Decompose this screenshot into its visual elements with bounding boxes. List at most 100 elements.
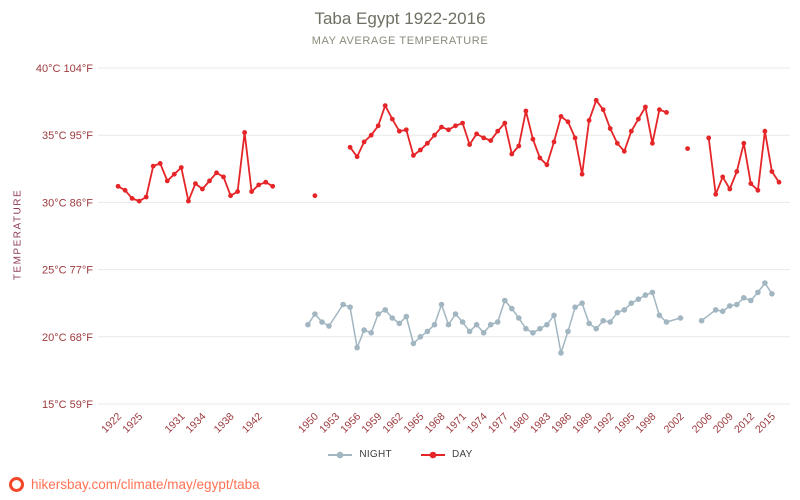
day-data-point [621, 148, 627, 154]
day-data-point [762, 128, 768, 134]
night-data-point [762, 280, 768, 286]
day-data-point [368, 132, 374, 138]
legend-label-day: DAY [451, 449, 473, 460]
night-data-point [502, 297, 508, 304]
day-data-point [242, 130, 248, 135]
day-data-point [650, 140, 655, 146]
svg-text:1942: 1942 [240, 411, 265, 436]
night-data-point [558, 350, 564, 356]
svg-text:1950: 1950 [296, 411, 321, 436]
day-data-point [425, 140, 430, 146]
day-data-point [558, 114, 564, 119]
watermark-link[interactable]: hikersbay.com/climate/may/egypt/taba [9, 477, 260, 492]
day-data-point [150, 163, 156, 169]
svg-text:1965: 1965 [402, 411, 427, 436]
day-data-point [256, 182, 262, 188]
day-data-point [453, 123, 458, 129]
svg-text:1938: 1938 [212, 411, 237, 436]
day-data-point [361, 139, 367, 145]
night-data-point [494, 319, 501, 325]
svg-text:1986: 1986 [549, 411, 574, 436]
svg-text:1953: 1953 [317, 411, 342, 436]
night-data-point [312, 311, 318, 317]
day-data-point [122, 187, 128, 193]
night-data-point [319, 319, 325, 325]
day-data-point [600, 107, 606, 113]
legend-label-night: NIGHT [359, 449, 392, 460]
hikersbay-logo-icon [9, 477, 24, 492]
day-data-point [657, 107, 662, 113]
day-data-point [382, 103, 388, 108]
day-data-point [523, 108, 529, 114]
night-data-point [516, 315, 522, 321]
day-data-point [481, 135, 487, 141]
svg-text:40°C 104°F: 40°C 104°F [36, 63, 93, 75]
day-data-point [516, 143, 522, 149]
night-data-point [719, 308, 726, 315]
night-data-point [544, 321, 550, 328]
night-data-point [523, 325, 529, 332]
day-data-point [249, 189, 255, 195]
night-data-point [487, 321, 494, 328]
svg-text:2009: 2009 [711, 411, 736, 436]
day-data-point [488, 138, 494, 144]
day-data-point [396, 128, 402, 134]
svg-text:1980: 1980 [507, 411, 532, 436]
day-data-point [221, 174, 226, 180]
day-data-point [628, 128, 634, 134]
day-data-point [720, 174, 726, 180]
day-data-point [263, 179, 269, 185]
day-data-point [354, 154, 360, 160]
day-data-point [565, 119, 571, 125]
legend-item-night: NIGHT [327, 449, 392, 460]
day-data-point [312, 193, 318, 199]
day-data-point [411, 153, 416, 158]
night-data-point [621, 307, 628, 313]
day-data-point [418, 147, 423, 153]
svg-text:1959: 1959 [359, 411, 384, 436]
legend-item-day: DAY [420, 449, 473, 460]
day-legend-marker [420, 451, 445, 458]
day-data-point [643, 104, 648, 110]
night-data-point [410, 340, 417, 347]
day-data-point [727, 186, 733, 192]
day-data-point [136, 198, 142, 204]
day-data-point [636, 116, 641, 122]
night-data-point [459, 319, 466, 325]
svg-text:1962: 1962 [380, 411, 405, 436]
day-data-point [186, 198, 191, 204]
day-series-line [117, 99, 780, 202]
day-data-point [115, 183, 121, 189]
svg-text:35°C 95°F: 35°C 95°F [42, 130, 93, 142]
night-data-point [593, 325, 599, 332]
svg-text:1992: 1992 [591, 411, 616, 436]
svg-text:15°C 59°F: 15°C 59°F [42, 399, 93, 411]
day-data-point [664, 110, 669, 115]
day-data-point [171, 171, 177, 177]
day-data-point [706, 135, 712, 141]
day-data-point [178, 165, 184, 170]
day-data-point [432, 132, 437, 138]
night-data-point [305, 321, 311, 328]
day-data-point [769, 169, 775, 174]
day-data-point [537, 155, 543, 161]
night-data-point [403, 313, 410, 320]
night-data-point [326, 323, 332, 329]
day-series [115, 97, 782, 204]
svg-text:1971: 1971 [444, 411, 469, 436]
night-data-point [480, 330, 487, 336]
day-data-point [741, 140, 747, 146]
day-data-point [439, 124, 444, 130]
day-data-point [502, 120, 508, 126]
night-data-point [361, 327, 367, 333]
day-data-point [143, 194, 149, 200]
day-data-point [607, 126, 613, 131]
day-data-point [734, 169, 740, 174]
day-data-point [214, 170, 219, 176]
night-data-point [748, 297, 754, 304]
night-data-point [354, 344, 360, 351]
svg-text:1989: 1989 [570, 411, 595, 436]
svg-text:20°C 68°F: 20°C 68°F [42, 332, 93, 344]
day-data-point [157, 161, 163, 166]
svg-text:1968: 1968 [423, 411, 448, 436]
